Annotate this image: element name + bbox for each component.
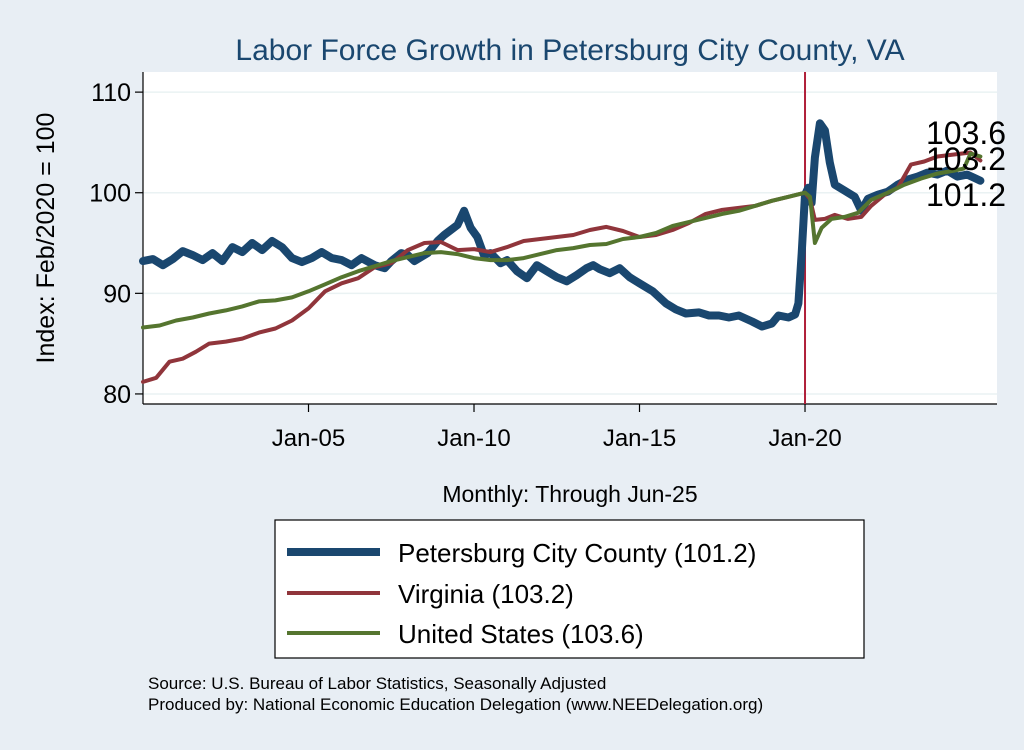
x-tick-label: Jan-05	[272, 425, 345, 452]
series-line-petersburg-city-county	[139, 119, 985, 331]
y-axis-title: Index: Feb/2020 = 100	[32, 113, 60, 364]
x-axis-title: Monthly: Through Jun-25	[442, 481, 697, 507]
series-line-virginia	[141, 150, 983, 384]
series-lines	[139, 119, 985, 384]
end-label-petersburg-city-county: 101.2	[926, 177, 1006, 213]
legend-label-petersburg: Petersburg City County (101.2)	[398, 538, 756, 568]
chart-title: Labor Force Growth in Petersburg City Co…	[235, 34, 904, 67]
plot-area	[143, 72, 997, 404]
series-line-united-states	[141, 151, 983, 330]
x-tick-label: Jan-10	[437, 425, 510, 452]
y-tick-label: 80	[103, 381, 131, 409]
x-tick-label: Jan-15	[603, 425, 676, 452]
legend: Petersburg City County (101.2) Virginia …	[274, 519, 865, 659]
source-note: Source: U.S. Bureau of Labor Statistics,…	[148, 674, 606, 693]
legend-label-united-states: United States (103.6)	[398, 619, 644, 649]
y-tick-label: 90	[103, 280, 131, 308]
end-label-virginia: 103.2	[926, 141, 1006, 177]
axis-ticks: 80 90 100 110 Jan-05 Jan-10 Jan-15 Jan-20	[89, 79, 841, 452]
end-label-united-states: 103.6	[926, 115, 1006, 151]
legend-label-virginia: Virginia (103.2)	[398, 579, 574, 609]
producer-note: Produced by: National Economic Education…	[148, 695, 763, 714]
y-tick-label: 110	[91, 79, 131, 107]
x-tick-label: Jan-20	[768, 425, 841, 452]
y-tick-label: 100	[89, 180, 131, 208]
